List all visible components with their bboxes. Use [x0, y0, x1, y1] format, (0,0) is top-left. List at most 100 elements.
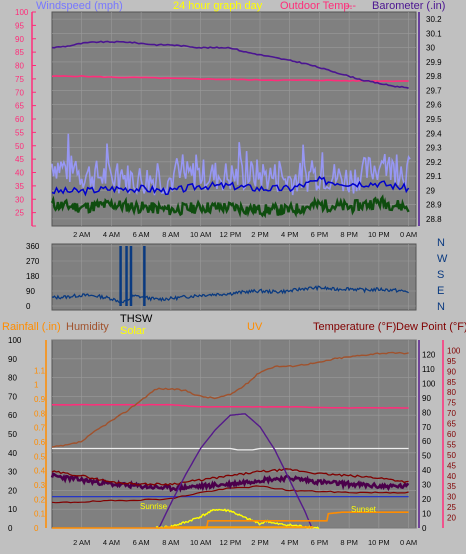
- y-axis-humidity: 0 10 20 30 40 50 60 70 80 90 100: [8, 336, 22, 533]
- y-tick-label: 29: [426, 186, 435, 195]
- y-tick-label: 90: [447, 367, 456, 376]
- y-tick-label: 0.2: [34, 495, 46, 504]
- y-tick-label: 110: [422, 365, 435, 374]
- legend-solar: Solar: [120, 325, 146, 337]
- x-tick-label: 4 AM: [103, 230, 120, 239]
- y-tick-label: 100: [422, 379, 436, 388]
- series-solar: [155, 508, 320, 530]
- y-tick-label: 120: [422, 350, 436, 359]
- x-tick-label: 8 PM: [340, 538, 358, 547]
- y-tick-label: 55: [15, 128, 24, 137]
- x-tick-label: 0 AM: [400, 230, 417, 239]
- compass-label: S: [437, 269, 444, 281]
- x-tick-label: 2 PM: [251, 538, 269, 547]
- x-tick-label: 2 AM: [73, 230, 90, 239]
- y-tick-label: 29.6: [426, 101, 442, 110]
- y-tick-label: 1.1: [34, 366, 46, 375]
- y-tick-label: 1: [34, 381, 39, 390]
- legend-uv: UV: [247, 321, 263, 333]
- y-tick-label: 50: [422, 452, 431, 461]
- compass-label: W: [437, 253, 448, 265]
- x-tick-label: 4 PM: [281, 230, 299, 239]
- x-tick-label: 6 PM: [311, 538, 329, 547]
- y-tick-label: 80: [8, 374, 17, 383]
- y-tick-label: 30: [422, 481, 431, 490]
- y-tick-label: 80: [447, 388, 456, 397]
- y-tick-label: 50: [447, 451, 456, 460]
- y-tick-label: 90: [422, 394, 431, 403]
- y-tick-label: 0: [34, 524, 39, 533]
- y-tick-label: 29.7: [426, 86, 442, 95]
- y-axis-windspeed: 25 30 35 40 45 50 55 60 65 70 75 80 85 90 95 100: [15, 8, 36, 227]
- y-tick-label: 0.7: [34, 424, 46, 433]
- y-tick-label: 70: [422, 423, 431, 432]
- legend-dewpoint: Dew Point (°F): [396, 321, 466, 333]
- y-tick-label: 60: [422, 437, 431, 446]
- y-tick-label: 0: [26, 302, 31, 311]
- x-tick-label: 12 PM: [219, 230, 241, 239]
- x-tick-label: 10 PM: [368, 538, 390, 547]
- y-tick-label: 65: [15, 102, 24, 111]
- x-tick-label: 2 PM: [251, 230, 269, 239]
- y-tick-label: 29.3: [426, 144, 442, 153]
- direction-spike: [119, 246, 122, 306]
- y-tick-label: 70: [15, 88, 24, 97]
- grid-direction: [52, 244, 416, 310]
- legend-humidity: Humidity: [66, 321, 109, 333]
- y-tick-label: 0: [422, 524, 427, 533]
- series-outdoor-pink: [51, 403, 409, 409]
- y-tick-label: 25: [447, 503, 456, 512]
- legend-barometer: Barometer (.in): [372, 0, 445, 12]
- y-tick-label: 50: [15, 142, 24, 151]
- y-tick-label: 30.1: [426, 29, 442, 38]
- series-outdoor-temp: [51, 74, 409, 83]
- y-tick-label: 30: [15, 195, 24, 204]
- y-tick-label: 85: [447, 378, 456, 387]
- y-tick-label: 0.1: [34, 510, 46, 519]
- y-tick-label: 90: [26, 287, 35, 296]
- legend-rainfall: Rainfall (.in): [2, 321, 61, 333]
- y-tick-label: 25: [15, 209, 24, 218]
- y-tick-label: 20: [447, 514, 456, 523]
- plot-area-direction: [51, 243, 417, 311]
- y-tick-label: 10: [422, 510, 431, 519]
- y-tick-label: 29.5: [426, 115, 442, 124]
- x-tick-label: 2 AM: [73, 538, 90, 547]
- thsw-label: THSW: [120, 313, 153, 325]
- y-tick-label: 30: [447, 493, 456, 502]
- y-tick-label: 0: [8, 524, 13, 533]
- y-tick-label: 180: [26, 272, 40, 281]
- y-axis-rain: 0 0.1 0.2 0.3 0.4 0.5 0.6 0.7 0.8 0.9 1 1.1: [34, 340, 47, 533]
- direction-spike: [143, 246, 146, 306]
- y-tick-label: 60: [8, 411, 17, 420]
- legend-outdoor-dash: ---: [345, 0, 356, 12]
- y-tick-label: 90: [8, 355, 17, 364]
- series-direction: [51, 246, 409, 306]
- y-tick-label: 29.8: [426, 72, 442, 81]
- legend-outdoor-temp: Outdoor Temp.: [280, 0, 353, 12]
- y-tick-label: 80: [15, 62, 24, 71]
- compass-label: N: [437, 301, 445, 313]
- x-tick-label: 4 PM: [281, 538, 299, 547]
- y-tick-label: 60: [15, 115, 24, 124]
- compass-label: E: [437, 285, 444, 297]
- series-rainfall: [52, 511, 409, 529]
- y-tick-label: 28.9: [426, 201, 442, 210]
- direction-spike: [129, 246, 133, 306]
- y-axis-barometer: 28.8 28.9 29 29.1 29.2 29.3 29.4 29.5 29.6 29.7 29…: [418, 12, 442, 226]
- y-tick-label: 50: [8, 430, 17, 439]
- x-tick-label: 10 PM: [368, 230, 390, 239]
- y-tick-label: 95: [447, 357, 456, 366]
- series-wind-direction: [51, 285, 409, 304]
- series-avg-wind: [51, 175, 410, 197]
- y-tick-label: 35: [15, 182, 24, 191]
- series-temp: [50, 351, 410, 530]
- x-tick-label: 6 PM: [311, 230, 329, 239]
- y-tick-label: 100: [447, 346, 461, 355]
- y-tick-label: 0.9: [34, 395, 46, 404]
- y-axis-right-inner: 0 10 20 30 40 50 60 70 80 90 100 110 120: [418, 340, 436, 533]
